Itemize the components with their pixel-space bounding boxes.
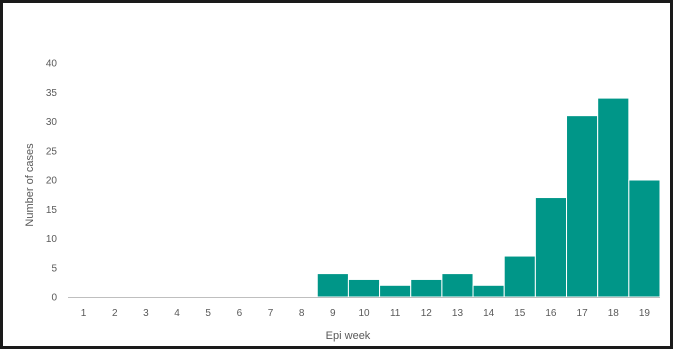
- y-tick-label: 20: [46, 176, 58, 187]
- x-tick-label: 11: [390, 308, 401, 319]
- x-tick-label: 16: [545, 308, 557, 319]
- y-tick-label: 5: [51, 263, 57, 274]
- x-tick-label: 9: [330, 308, 336, 319]
- y-tick-label: 0: [51, 293, 57, 304]
- y-tick-label: 25: [46, 146, 58, 157]
- x-tick-label: 14: [483, 308, 495, 319]
- x-tick-label: 15: [514, 308, 526, 319]
- bar-week-10: [347, 278, 381, 298]
- x-tick-label: 1: [81, 308, 87, 319]
- bar-week-18: [597, 97, 630, 298]
- bar-week-19: [628, 179, 661, 298]
- x-tick-label: 5: [205, 308, 211, 319]
- x-tick-label: 8: [299, 308, 305, 319]
- x-tick-label: 12: [421, 308, 433, 319]
- x-tick-label: 3: [143, 308, 149, 319]
- x-tick-label: 19: [639, 308, 651, 319]
- x-tick-label: 6: [237, 308, 243, 319]
- bar-week-12: [410, 278, 443, 298]
- y-tick-label: 30: [46, 117, 58, 128]
- bar-week-15: [503, 255, 536, 298]
- y-tick-label: 10: [46, 234, 58, 245]
- bar-week-11: [379, 284, 412, 298]
- x-tick-label: 10: [358, 308, 370, 319]
- bar-week-9: [316, 273, 349, 298]
- x-tick-label: 2: [112, 308, 118, 319]
- y-tick-label: 15: [46, 205, 58, 216]
- x-tick-label: 13: [452, 308, 464, 319]
- x-tick-label: 17: [577, 308, 589, 319]
- x-axis-title: Epi week: [326, 330, 371, 342]
- bar-week-16: [534, 197, 568, 298]
- bar-week-17: [566, 115, 599, 298]
- x-tick-label: 7: [268, 308, 274, 319]
- x-tick-label: 18: [608, 308, 620, 319]
- y-axis-title: Number of cases: [24, 143, 36, 227]
- bar-week-14: [472, 284, 505, 298]
- y-tick-label: 35: [46, 88, 58, 99]
- x-tick-label: 4: [174, 308, 180, 319]
- bar-week-13: [441, 273, 474, 298]
- y-tick-label: 40: [46, 59, 58, 70]
